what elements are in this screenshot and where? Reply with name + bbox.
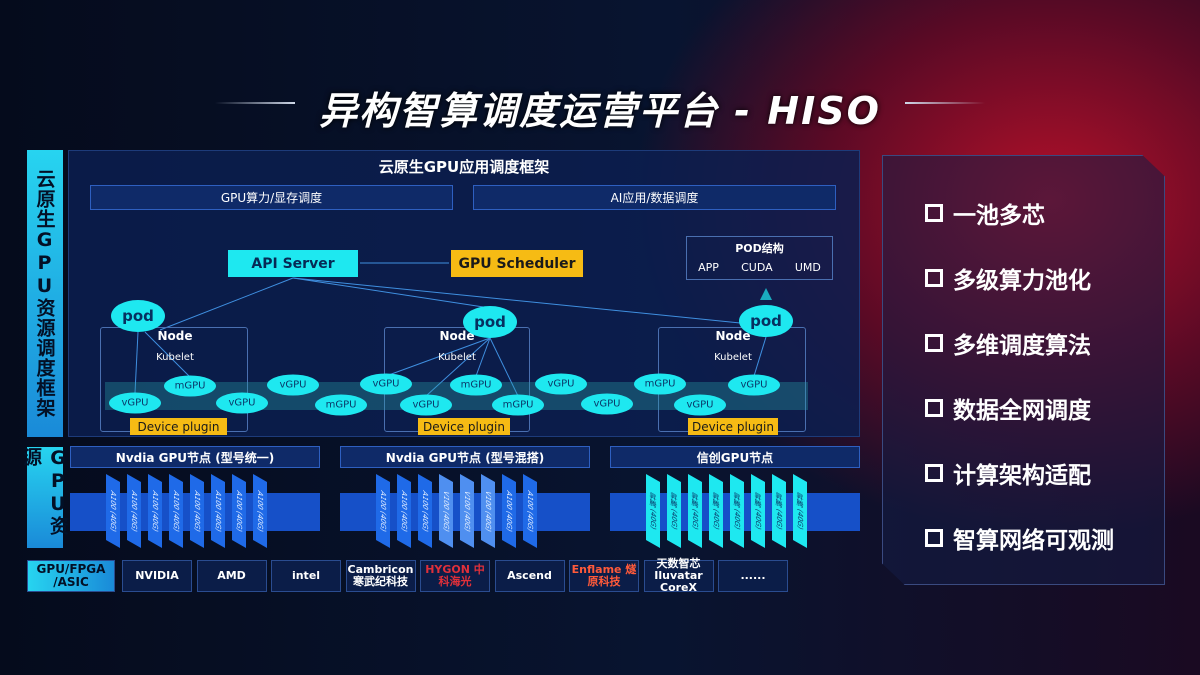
gpu-node-header: 信创GPU节点: [610, 446, 860, 468]
gpu-card: A100 (40G): [523, 473, 537, 549]
checkbox-icon: [925, 334, 943, 352]
gpu-unit: vGPU: [360, 373, 412, 395]
gpu-card: A100 (40G): [211, 473, 225, 549]
vendor-logo: HYGON 中科海光: [420, 560, 490, 592]
gpu-unit: mGPU: [164, 375, 216, 397]
bar-gpu-scheduling: GPU算力/显存调度: [90, 185, 453, 210]
feature-item: 计算架构适配: [925, 456, 1091, 490]
node-label: Node: [715, 329, 751, 343]
pod-structure-item: CUDA: [741, 261, 773, 274]
gpu-unit: mGPU: [492, 394, 544, 416]
gpu-card: A100 (40G): [169, 473, 183, 549]
gpu-card: 昇腾 (40G): [751, 473, 765, 549]
features-panel: [882, 155, 1165, 585]
gpu-unit: vGPU: [581, 393, 633, 415]
node-label: Node: [157, 329, 193, 343]
checkbox-icon: [925, 464, 943, 482]
feature-label: 数据全网调度: [953, 398, 1091, 424]
checkbox-icon: [925, 529, 943, 547]
pod-structure-title: POD结构: [735, 242, 784, 255]
gpu-card: A100 (40G): [253, 473, 267, 549]
gpu-unit: vGPU: [674, 394, 726, 416]
gpu-card: A100 (40G): [397, 473, 411, 549]
vendor-logo: AMD: [196, 560, 267, 592]
pod-structure-box: POD结构 APP CUDA UMD: [686, 236, 833, 280]
gpu-unit: mGPU: [634, 373, 686, 395]
feature-label: 智算网络可观测: [953, 528, 1114, 554]
vendor-logo: intel: [271, 560, 341, 592]
device-plugin: Device plugin: [130, 418, 227, 435]
vendor-logo: NVIDIA: [122, 560, 192, 592]
gpu-card: V100 (40G): [481, 473, 495, 549]
vendor-label: GPU/FPGA /ASIC: [27, 560, 115, 592]
gpu-card: 昇腾 (40G): [772, 473, 786, 549]
gpu-unit: mGPU: [315, 394, 367, 416]
gpu-card: A100 (40G): [376, 473, 390, 549]
kubelet-label: Kubelet: [156, 352, 194, 363]
checkbox-icon: [925, 399, 943, 417]
device-plugin: Device plugin: [418, 418, 510, 435]
pod: pod: [463, 306, 517, 338]
vendor-logo: 天数智芯 Iluvatar CoreX: [643, 557, 714, 594]
gpu-card: A100 (40G): [127, 473, 141, 549]
gpu-unit: vGPU: [267, 374, 319, 396]
gpu-node-header: Nvdia GPU节点 (型号统一): [70, 446, 320, 468]
gpu-card: A100 (40G): [232, 473, 246, 549]
gpu-node-header: Nvdia GPU节点 (型号混搭): [340, 446, 590, 468]
page-title: 异构智算调度运营平台 - HISO: [319, 89, 881, 133]
pod-structure-item: UMD: [794, 261, 821, 274]
feature-item: 一池多芯: [925, 196, 1045, 230]
side-label-framework: 云原生GPU资源调度框架: [27, 150, 63, 437]
framework-title: 云原生GPU应用调度框架: [378, 158, 550, 176]
kubelet-label: Kubelet: [438, 352, 476, 363]
gpu-card: A100 (40G): [418, 473, 432, 549]
gpu-unit: vGPU: [109, 392, 161, 414]
feature-label: 计算架构适配: [953, 463, 1091, 489]
gpu-unit: vGPU: [535, 373, 587, 395]
vendor-logo: Ascend: [494, 560, 565, 592]
pod: pod: [739, 305, 793, 337]
gpu-card: A100 (40G): [148, 473, 162, 549]
feature-label: 一池多芯: [953, 203, 1045, 229]
gpu-unit: mGPU: [450, 374, 502, 396]
title-deco-left: [215, 102, 295, 104]
feature-label: 多级算力池化: [953, 268, 1091, 294]
api-server-box: API Server: [228, 250, 358, 277]
gpu-card: A100 (40G): [190, 473, 204, 549]
gpu-card: 昇腾 (40G): [709, 473, 723, 549]
pod-structure-item: APP: [698, 261, 719, 274]
feature-item: 多维调度算法: [925, 326, 1091, 360]
gpu-card: V100 (40G): [439, 473, 453, 549]
vendor-logo: ......: [718, 560, 788, 592]
gpu-card: A100 (40G): [502, 473, 516, 549]
vendor-logo: Cambricon 寒武纪科技: [345, 560, 416, 592]
gpu-scheduler-box: GPU Scheduler: [451, 250, 583, 277]
gpu-unit: vGPU: [216, 392, 268, 414]
gpu-card: 昇腾 (40G): [793, 473, 807, 549]
feature-item: 智算网络可观测: [925, 521, 1114, 555]
gpu-card: 昇腾 (40G): [688, 473, 702, 549]
gpu-card: A100 (40G): [106, 473, 120, 549]
gpu-card: 昇腾 (40G): [646, 473, 660, 549]
feature-label: 多维调度算法: [953, 333, 1091, 359]
device-plugin: Device plugin: [688, 418, 778, 435]
pod: pod: [111, 300, 165, 332]
checkbox-icon: [925, 269, 943, 287]
checkbox-icon: [925, 204, 943, 222]
feature-item: 多级算力池化: [925, 261, 1091, 295]
gpu-card: 昇腾 (40G): [667, 473, 681, 549]
gpu-unit: vGPU: [728, 374, 780, 396]
vendor-logo: Enflame 燧原科技: [569, 560, 639, 592]
feature-item: 数据全网调度: [925, 391, 1091, 425]
gpu-card: V100 (40G): [460, 473, 474, 549]
gpu-unit: vGPU: [400, 394, 452, 416]
node-label: Node: [439, 329, 475, 343]
kubelet-label: Kubelet: [714, 352, 752, 363]
gpu-card: 昇腾 (40G): [730, 473, 744, 549]
bar-ai-scheduling: AI应用/数据调度: [473, 185, 836, 210]
